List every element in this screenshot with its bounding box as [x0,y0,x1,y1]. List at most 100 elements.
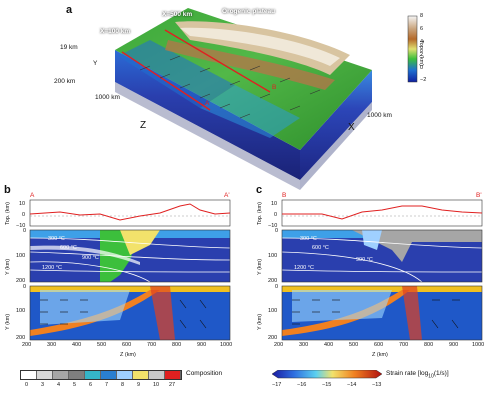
panel-c-y2-tick-100: 100 [268,308,278,314]
panel-b-z-tick-600: 600 [122,342,132,348]
composition-tick: 6 [89,382,93,388]
panel-b-z-tick-800: 800 [172,342,182,348]
strain-tick-neg14: −14 [347,382,357,388]
composition-swatch [69,371,85,379]
velocity-arrows-top [139,55,321,119]
panel-b-iso-900: 900 °C [82,255,99,261]
panel-c-z-ticks: 200 300 400 500 600 700 800 900 1000 [274,342,490,352]
panel-c-z-label: Z (km) [372,352,388,358]
panel-b-end: A' [224,192,230,199]
panel-b-z-tick-400: 400 [72,342,82,348]
topo-colorbar [407,15,418,83]
panel-b-y-label-2: Y (km) [5,313,11,330]
panel-b-iso-600: 600 °C [60,245,77,251]
panel-b-z-label: Z (km) [120,352,136,358]
label-19km: 19 km [60,44,78,51]
panel-c-label: c [256,184,263,196]
label-y: Y [93,60,98,67]
panel-b-z-tick-300: 300 [47,342,57,348]
panel-b-z-ticks: 200 300 400 500 600 700 800 900 1000 [22,342,238,352]
panel-c-iso-1200: 1200 °C [294,265,314,271]
panel-b-y2-tick-0: 0 [23,284,27,290]
topo-tick-2: 2 [420,52,424,58]
panel-c-y-tick-200: 200 [268,278,278,284]
panel-c-iso-600: 600 °C [312,245,329,251]
panel-c-y2-tick-200: 200 [268,335,278,341]
composition-swatch [21,371,37,379]
panel-c-z-tick-900: 900 [449,342,459,348]
composition-ticks: 0 3 4 5 6 7 8 9 10 27 [20,382,180,392]
panel-c-topo-box [281,199,483,227]
composition-legend: 0 3 4 5 6 7 8 9 10 27 Composition [20,370,240,396]
topo-tick-neg2: −2 [420,77,427,83]
panel-b-z-tick-200: 200 [22,342,32,348]
panel-b-topo-box [29,199,231,227]
panel-b-y-tick-100: 100 [16,253,26,259]
label-1000km-left: 1000 km [95,94,120,101]
panel-a-3d-block [115,8,418,190]
panel-b-topo-tick-10: 10 [19,201,26,207]
panel-b-z-tick-700: 700 [147,342,157,348]
panel-c-topo-tick-10: 10 [271,201,278,207]
section-line-a [121,51,211,111]
strain-tick-neg16: −16 [297,382,307,388]
panel-b-flow-arrows [40,299,207,329]
panel-c-topo-tick-0: 0 [274,212,278,218]
panel-c-y-label-2: Y (km) [257,313,263,330]
label-200km: 200 km [54,78,76,85]
panel-c-y-tick-0: 0 [275,228,279,234]
strain-rate-legend: −17 −16 −15 −14 −13 Strain rate [log10(1… [272,370,496,396]
strain-tick-neg17: −17 [272,382,282,388]
section-line-b [164,29,271,93]
composition-tick: 8 [121,382,125,388]
strain-title-end: (1/s)] [433,370,449,377]
panel-b-topo-tick-neg10: −10 [16,223,26,229]
panel-b-y-label-1: Y (km) [5,258,11,275]
panel-c-flow-arrows [292,299,460,329]
composition-tick: 4 [57,382,61,388]
composition-tick: 10 [153,382,160,388]
panel-c-z-tick-1000: 1000 [472,342,485,348]
strain-tick-neg15: −15 [322,382,332,388]
panel-b-z-tick-900: 900 [197,342,207,348]
panel-c-z-tick-800: 800 [424,342,434,348]
composition-tick: 5 [73,382,77,388]
composition-tick: 0 [25,382,29,388]
composition-swatch [85,371,101,379]
panel-c-topo-tick-neg10: −10 [268,223,278,229]
panel-b-topo-ylabel: Top. (km) [5,202,11,225]
topo-tick-4: 4 [420,39,424,45]
panel-c-plots [281,199,483,341]
panel-c-y-label-1: Y (km) [257,258,263,275]
panel-b-plots [29,199,231,341]
block-right-face [300,70,372,180]
panel-b-y-tick-0: 0 [23,228,27,234]
composition-swatch [37,371,53,379]
label-plateau: Orogenic plateau [222,8,276,15]
panel-c-end: B' [476,192,482,199]
panel-c-z-tick-700: 700 [399,342,409,348]
composition-tick: 27 [169,382,176,388]
composition-swatch [133,371,149,379]
panel-c-z-tick-300: 300 [299,342,309,348]
panel-b-iso-300: 300 °C [48,236,65,242]
panel-b-z-tick-1000: 1000 [220,342,233,348]
composition-swatch [53,371,69,379]
panel-b-y2-tick-100: 100 [16,308,26,314]
composition-tick: 3 [41,382,45,388]
panel-b-y-tick-200: 200 [16,278,26,284]
panel-b-z-tick-500: 500 [97,342,107,348]
composition-title: Composition [186,370,223,377]
label-x100: X=100 km [100,28,131,35]
panel-c-start: B [282,192,287,199]
panel-c-y-tick-100: 100 [268,253,278,259]
panel-b-topo-tick-0: 0 [22,212,26,218]
panel-c-topo-ylabel: Top. (km) [257,202,263,225]
panel-b-iso-1200: 1200 °C [42,265,62,271]
strain-tick-neg13: −13 [372,382,382,388]
panel-c-iso-900: 900 °C [356,257,373,263]
composition-swatch [117,371,133,379]
mark-a: A [205,100,210,107]
panel-b-start: A [30,192,35,199]
panel-b-topo-line [29,203,231,221]
